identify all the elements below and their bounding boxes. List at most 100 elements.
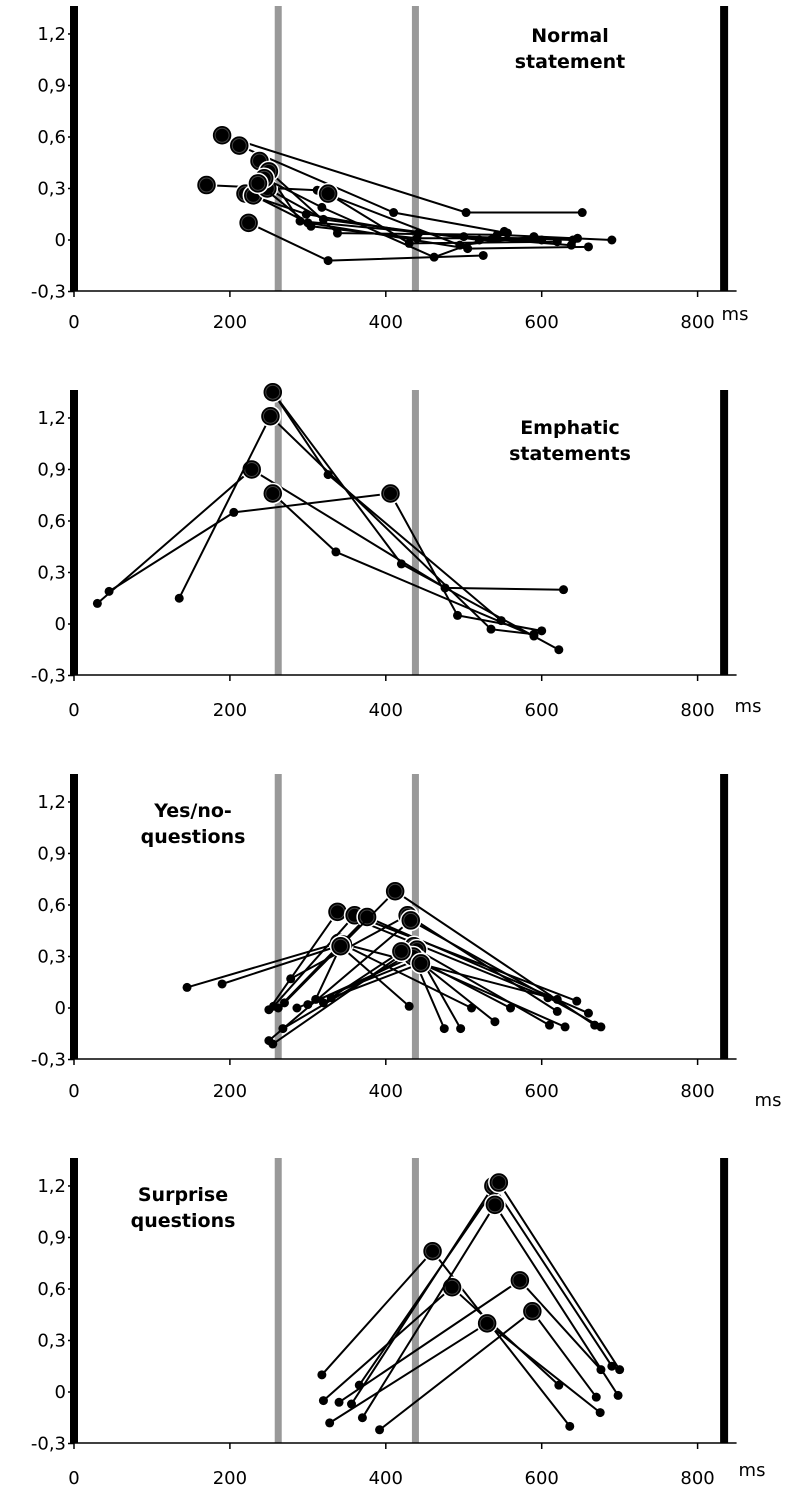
chart-title: Yes/no-questions <box>141 800 246 848</box>
data-point <box>461 208 471 218</box>
trajectory <box>334 1269 606 1407</box>
data-point <box>389 208 399 218</box>
x-tick-label: 400 <box>369 700 403 721</box>
trajectory <box>92 458 569 608</box>
data-point <box>317 202 327 212</box>
data-point <box>490 1017 500 1027</box>
data-point <box>303 1000 313 1010</box>
x-tick-label: 200 <box>213 312 247 333</box>
data-point <box>591 1392 601 1402</box>
left-boundary-line <box>70 390 78 675</box>
data-point <box>326 993 336 1003</box>
data-point <box>566 240 576 250</box>
trajectory <box>211 124 587 218</box>
y-tick-label: 0,3 <box>37 1330 66 1351</box>
right-boundary-line <box>720 1158 729 1443</box>
data-point <box>439 1024 449 1034</box>
data-point <box>306 221 316 231</box>
accent-peak-ring <box>265 384 281 400</box>
data-point <box>347 1399 357 1409</box>
data-point <box>334 1397 344 1407</box>
trajectory <box>325 1312 605 1428</box>
data-point <box>560 1022 570 1032</box>
y-tick-label: 1,2 <box>37 408 66 429</box>
right-boundary-line <box>720 390 729 675</box>
data-point <box>317 1370 327 1380</box>
x-tick-label: 800 <box>680 700 714 721</box>
x-unit-label: ms <box>755 1090 782 1111</box>
gray-reference-line <box>411 1158 419 1443</box>
accent-peak-ring <box>250 175 266 191</box>
data-point <box>583 1008 593 1018</box>
data-point <box>104 586 114 596</box>
x-tick-label: 400 <box>369 312 403 333</box>
data-point <box>357 1413 367 1423</box>
data-point <box>182 982 192 992</box>
right-boundary-line <box>720 6 729 291</box>
y-tick-label: 0 <box>55 998 66 1019</box>
gray-reference-line <box>274 774 282 1059</box>
x-tick-label: 200 <box>213 1081 247 1102</box>
y-tick-label: 0,9 <box>37 459 66 480</box>
x-tick-label: 0 <box>68 700 79 721</box>
chart-title: Surprise questions <box>131 1184 236 1232</box>
x-tick-label: 0 <box>68 1468 79 1485</box>
data-point <box>412 233 422 243</box>
x-tick-label: 600 <box>525 700 559 721</box>
trajectory <box>311 935 414 1011</box>
trajectory <box>268 935 466 1049</box>
data-point <box>573 233 583 243</box>
trajectory-line <box>96 468 564 605</box>
gray-reference-line <box>274 6 282 291</box>
accent-peak-ring <box>524 1303 540 1319</box>
trajectory <box>262 482 539 641</box>
y-tick-label: 0,9 <box>37 843 66 864</box>
accent-peak-ring <box>479 1315 495 1331</box>
x-unit-label: ms <box>735 696 762 717</box>
y-tick-label: 0,9 <box>37 75 66 96</box>
data-point <box>537 235 547 245</box>
y-tick-label: -0,3 <box>31 666 66 687</box>
y-tick-label: 0,3 <box>37 178 66 199</box>
x-tick-label: 400 <box>369 1081 403 1102</box>
gray-reference-line <box>411 390 419 675</box>
x-tick-label: 800 <box>680 312 714 333</box>
y-tick-label: 0 <box>55 614 66 635</box>
accent-peak-ring <box>425 1243 441 1259</box>
data-point <box>613 1390 623 1400</box>
data-point <box>325 1418 335 1428</box>
y-tick-label: 0 <box>55 230 66 251</box>
x-tick-label: 800 <box>680 1081 714 1102</box>
data-point <box>615 1365 625 1375</box>
trajectory-line <box>329 1322 601 1424</box>
accent-peak-ring <box>262 408 278 424</box>
data-point <box>529 631 539 641</box>
y-tick-label: 0,3 <box>37 946 66 967</box>
data-point <box>554 645 564 655</box>
x-unit-label: ms <box>739 1460 766 1481</box>
trajectory <box>174 405 539 639</box>
trajectory-line <box>271 391 502 622</box>
data-point <box>577 208 587 218</box>
right-boundary-line <box>720 774 729 1059</box>
data-point <box>286 974 296 984</box>
accent-peak-ring <box>403 912 419 928</box>
x-tick-label: 600 <box>525 1081 559 1102</box>
x-tick-label: 200 <box>213 700 247 721</box>
y-tick-label: 1,2 <box>37 1176 66 1197</box>
accent-peak-ring <box>333 938 349 954</box>
data-point <box>268 1039 278 1049</box>
accent-peak-ring <box>231 138 247 154</box>
accent-peak-ring <box>387 883 403 899</box>
trajectory <box>347 1175 617 1409</box>
data-point <box>565 1421 575 1431</box>
trajectory-line <box>361 1202 619 1419</box>
y-tick-label: -0,3 <box>31 1050 66 1071</box>
data-point <box>583 242 593 252</box>
trajectory <box>354 1171 625 1390</box>
data-point <box>318 214 328 224</box>
trajectory <box>182 932 562 1004</box>
data-point <box>595 1408 605 1418</box>
accent-peak-ring <box>265 486 281 502</box>
